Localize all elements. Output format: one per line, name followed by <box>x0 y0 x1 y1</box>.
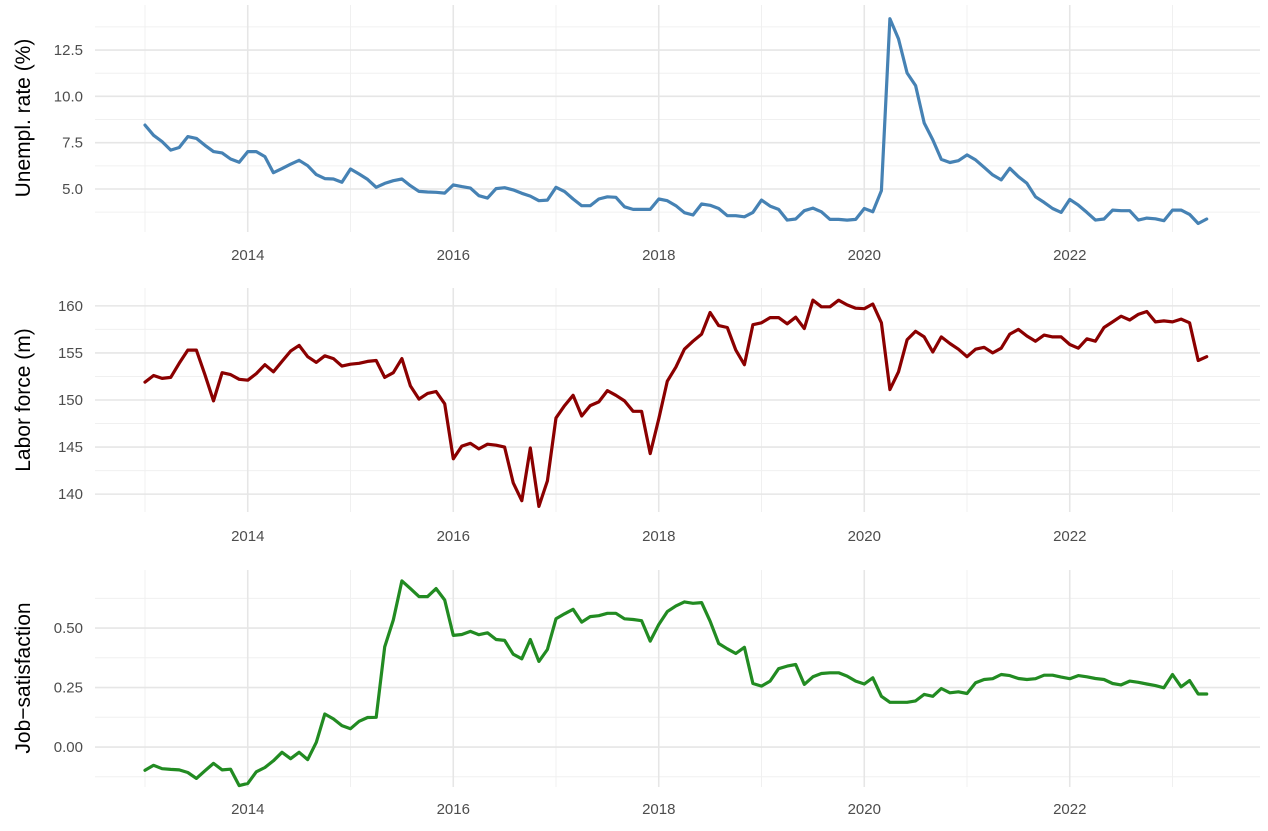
series-line <box>143 298 1209 508</box>
y-tick-label: 0.00 <box>54 739 83 756</box>
y-tick-label: 0.25 <box>54 680 83 697</box>
y-axis-title: Labor force (m) <box>12 328 35 472</box>
y-tick-label: 160 <box>58 298 83 315</box>
x-tick-label: 2018 <box>642 528 675 545</box>
panel-3: 0.00 0.25 0.50 2014 2016 2018 2020 2022 Job−sati… <box>12 570 1260 818</box>
y-tick-label: 155 <box>58 345 83 362</box>
y-tick-label: 140 <box>58 486 83 503</box>
y-tick-label: 10.0 <box>54 88 83 105</box>
x-tick-label: 2020 <box>848 247 881 264</box>
x-tick-label: 2022 <box>1053 528 1086 545</box>
panel-1: 5.0 7.5 10.0 12.5 2014 2016 2018 2020 2022 Unempl… <box>12 5 1260 264</box>
y-tick-label: 0.50 <box>54 620 83 637</box>
x-tick-label: 2018 <box>642 247 675 264</box>
y-tick-label: 7.5 <box>62 135 83 152</box>
y-axis-title: Job−satisfaction <box>12 602 35 753</box>
series-line <box>143 17 1209 226</box>
y-axis-title: Unempl. rate (%) <box>12 39 35 198</box>
x-tick-label: 2022 <box>1053 801 1086 818</box>
y-tick-label: 150 <box>58 392 83 409</box>
x-tick-label: 2016 <box>437 801 470 818</box>
x-tick-label: 2020 <box>848 801 881 818</box>
y-tick-label: 5.0 <box>62 181 83 198</box>
series-line <box>143 579 1209 788</box>
x-tick-label: 2014 <box>231 247 264 264</box>
y-tick-label: 145 <box>58 439 83 456</box>
x-tick-label: 2014 <box>231 801 264 818</box>
x-tick-label: 2022 <box>1053 247 1086 264</box>
x-tick-label: 2016 <box>437 528 470 545</box>
x-tick-label: 2018 <box>642 801 675 818</box>
panel-2: 140 145 150 155 160 2014 2016 2018 2020 2022 Labor… <box>12 288 1260 545</box>
x-tick-label: 2014 <box>231 528 264 545</box>
x-tick-label: 2020 <box>848 528 881 545</box>
x-tick-label: 2016 <box>437 247 470 264</box>
y-tick-label: 12.5 <box>54 42 83 59</box>
